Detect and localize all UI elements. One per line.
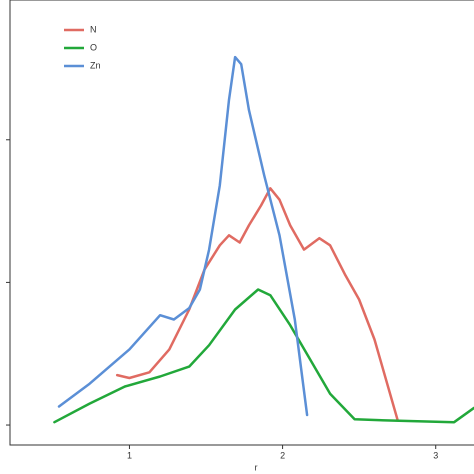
x-tick-label: 3 bbox=[433, 450, 438, 460]
legend-label: Zn bbox=[90, 60, 101, 70]
line bbox=[53, 288, 474, 424]
line bbox=[115, 187, 399, 421]
x-tick-label: 2 bbox=[280, 450, 285, 460]
legend-label: N bbox=[90, 24, 97, 34]
x-axis-label: r bbox=[255, 462, 258, 472]
legend-label: O bbox=[90, 42, 97, 52]
plot-border bbox=[9, 0, 474, 446]
line bbox=[57, 55, 309, 417]
x-tick-label: 1 bbox=[127, 450, 132, 460]
